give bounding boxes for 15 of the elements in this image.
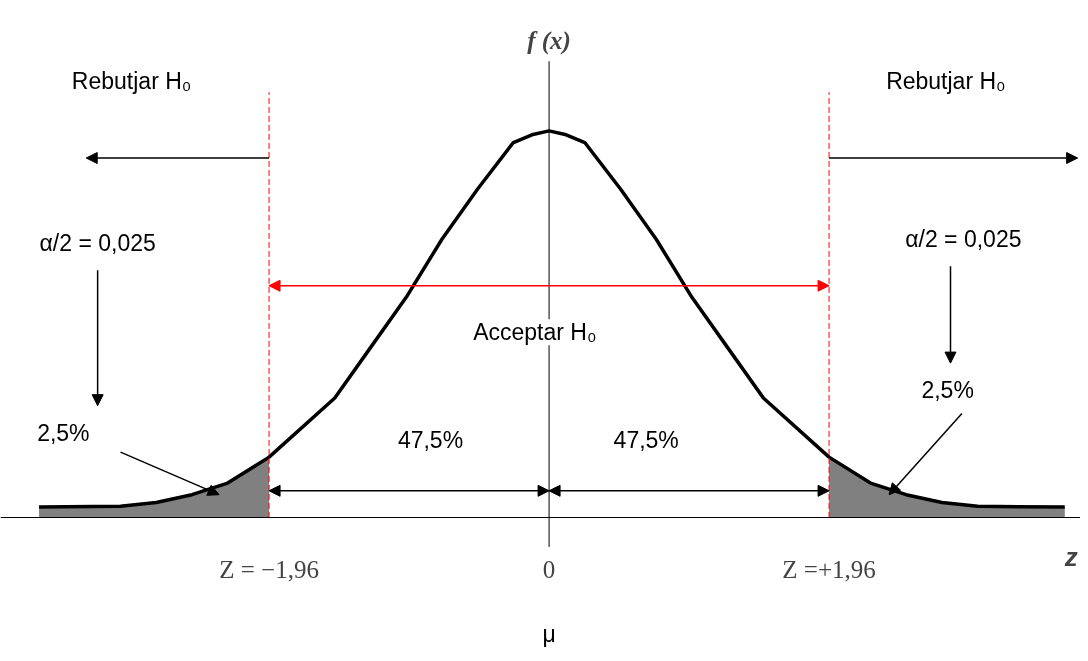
annotation: α/2 = 0,025 [39, 230, 156, 257]
text: Rebutjar H₀ [71, 67, 192, 94]
annotation: 47,5% [613, 427, 679, 454]
annotation: α/2 = 0,025 [905, 226, 1022, 253]
text: Rebutjar H₀ [886, 67, 1006, 94]
x-tick-label: Z = −1,96 [219, 555, 319, 583]
annotation: 47,5% [397, 427, 464, 454]
annotation: 2,5% [921, 377, 974, 404]
text: μ [542, 620, 556, 647]
y-axis-title: f (x) [527, 26, 571, 55]
x-axis-title: z [1063, 541, 1078, 572]
x-tick-label: 0 [542, 555, 556, 583]
annotation: 2,5% [37, 419, 90, 446]
annotation: Acceptar H₀ [473, 319, 597, 346]
x-tick-label: Z =+1,96 [782, 555, 876, 583]
